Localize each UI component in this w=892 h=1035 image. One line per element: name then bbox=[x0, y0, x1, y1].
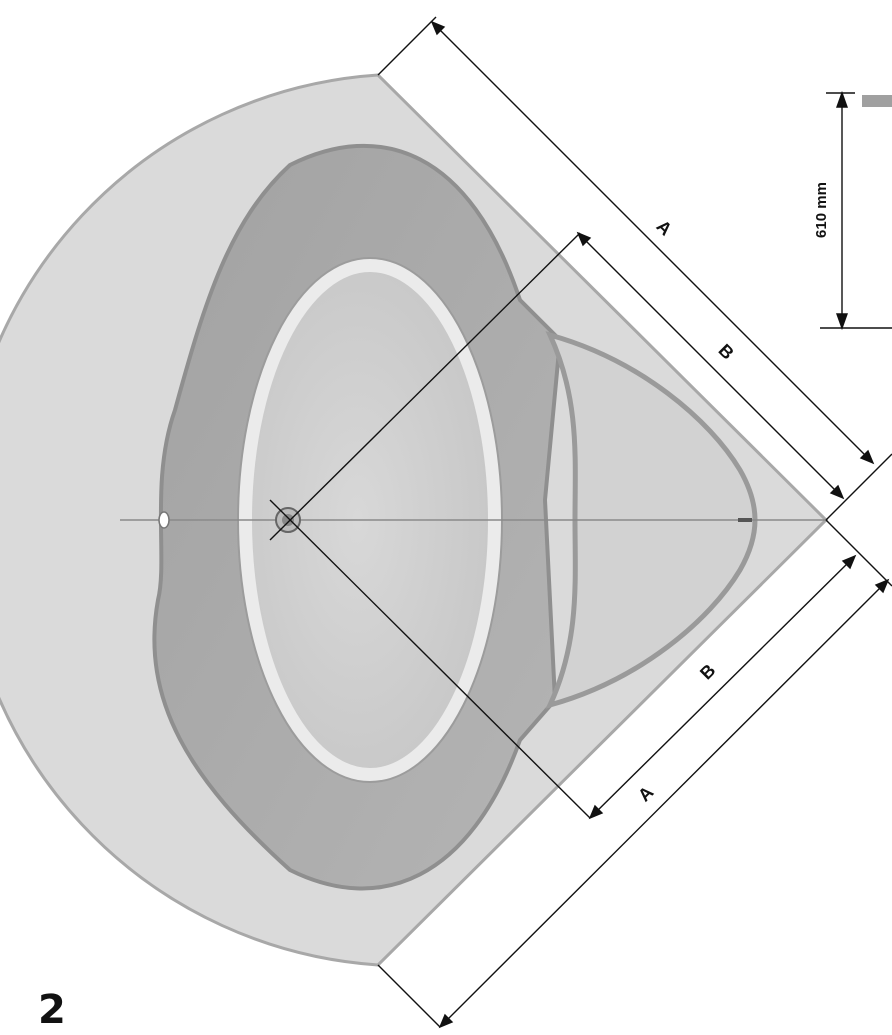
height-dimension bbox=[820, 90, 892, 331]
construction-line-upper bbox=[269, 232, 581, 541]
dimension-label-b-upper: B bbox=[715, 340, 738, 363]
drain-inner-icon bbox=[282, 514, 294, 526]
construction-line-lower bbox=[269, 499, 591, 819]
dimension-b-lower bbox=[588, 554, 857, 820]
dimension-label-a-upper: A bbox=[653, 216, 676, 239]
height-label: 610 mm bbox=[813, 182, 830, 238]
dimension-a-upper bbox=[430, 20, 875, 465]
overflow-outlet-icon bbox=[158, 511, 170, 529]
dimension-b-upper bbox=[576, 231, 845, 500]
dimension-label-a-lower: A bbox=[634, 782, 657, 805]
tub-side-profile bbox=[862, 95, 892, 107]
dimension-label-b-lower: B bbox=[696, 660, 719, 683]
dimension-a-lower bbox=[438, 578, 890, 1029]
extension-lines bbox=[377, 16, 892, 1028]
figure-number: 2 bbox=[38, 987, 66, 1033]
